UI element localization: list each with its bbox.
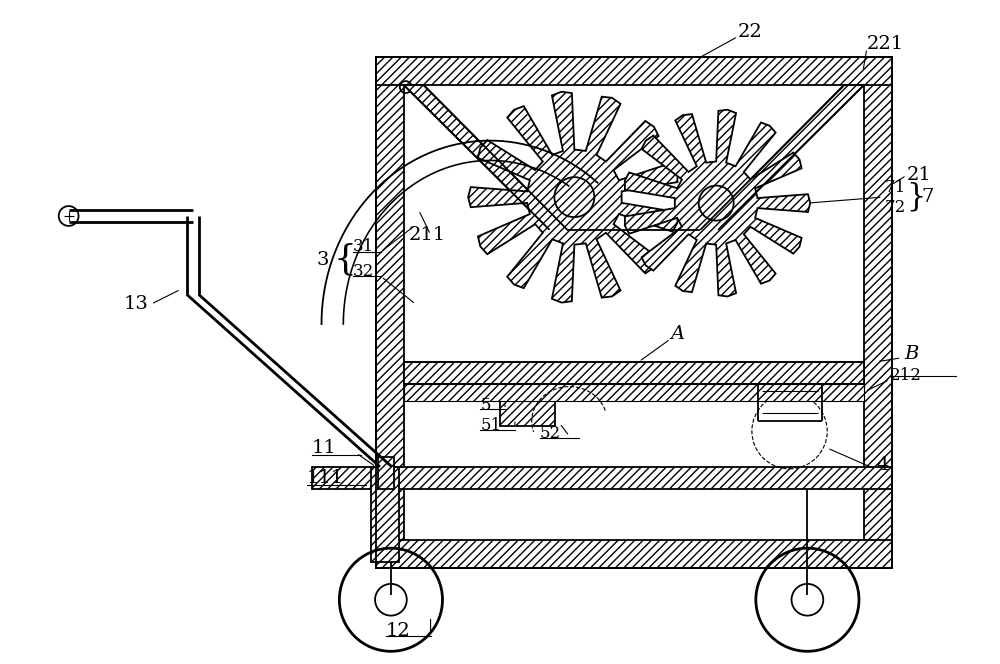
Text: 22: 22	[738, 23, 763, 41]
Text: 221: 221	[867, 35, 904, 53]
Text: 52: 52	[540, 425, 561, 442]
Text: 211: 211	[409, 226, 446, 244]
Bar	[404, 362, 864, 384]
Text: 72: 72	[885, 199, 906, 216]
Text: 4: 4	[877, 456, 889, 474]
Text: 31: 31	[353, 238, 374, 255]
Bar	[371, 467, 399, 562]
Text: 51: 51	[480, 417, 501, 434]
Text: 3: 3	[317, 250, 329, 269]
Bar	[864, 57, 892, 568]
Text: 7: 7	[921, 188, 934, 206]
Text: 71: 71	[885, 179, 906, 196]
Text: }: }	[907, 182, 926, 212]
Polygon shape	[700, 85, 864, 230]
Text: A: A	[671, 325, 685, 343]
Bar	[312, 467, 892, 489]
Text: 13: 13	[123, 295, 148, 313]
Polygon shape	[404, 85, 567, 230]
Polygon shape	[468, 92, 677, 303]
Bar	[500, 402, 555, 426]
Text: 5: 5	[480, 397, 491, 414]
Bar	[404, 384, 864, 402]
Bar	[378, 457, 394, 489]
Text: 32: 32	[353, 263, 374, 280]
Text: 21: 21	[907, 166, 931, 185]
Polygon shape	[625, 110, 810, 296]
Bar	[376, 57, 892, 85]
Bar	[490, 384, 555, 402]
Text: 11: 11	[312, 439, 336, 457]
Bar	[376, 57, 404, 568]
Text: 212: 212	[890, 367, 922, 384]
Bar	[376, 540, 892, 568]
Text: 12: 12	[386, 622, 411, 641]
Text: 111: 111	[307, 469, 344, 487]
Text: {: {	[333, 242, 356, 277]
Text: B: B	[905, 345, 919, 363]
